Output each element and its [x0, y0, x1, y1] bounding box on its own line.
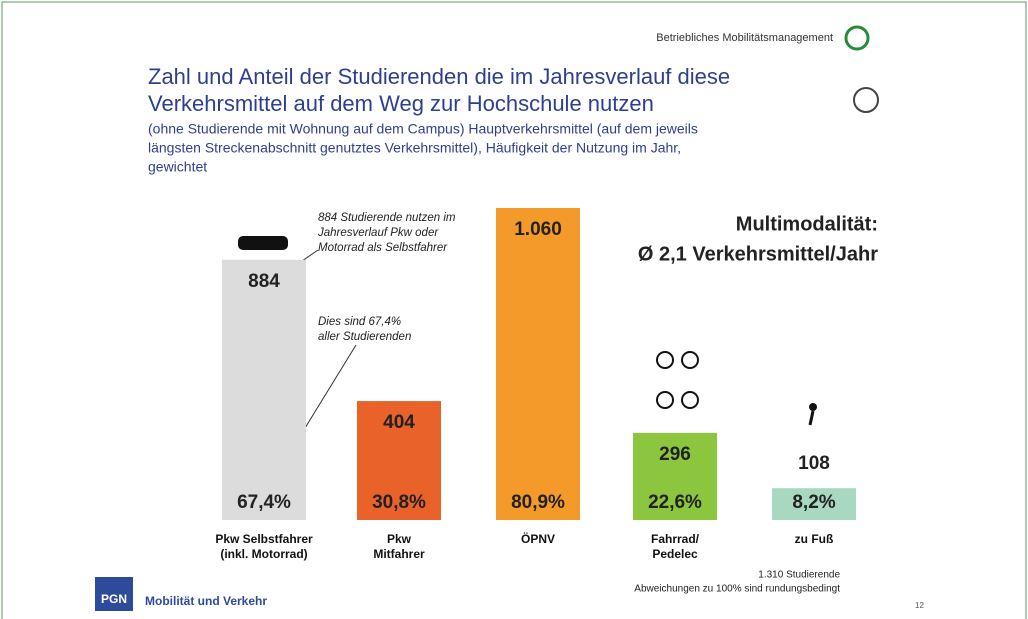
bar	[633, 432, 717, 520]
category-label: Pedelec	[652, 547, 698, 561]
bar	[222, 259, 306, 520]
subtitle: (ohne Studierende mit Wohnung auf dem Ca…	[148, 121, 698, 137]
category-label: Fahrrad/	[651, 532, 700, 546]
bar	[496, 208, 580, 520]
share-label: 8,2%	[792, 492, 835, 513]
logo	[853, 87, 879, 113]
value-label: 404	[383, 412, 415, 433]
category-label: Pkw Selbstfahrer	[215, 532, 313, 546]
share-label: 67,4%	[237, 492, 291, 513]
subtitle: gewichtet	[148, 159, 207, 175]
share-label: 22,6%	[648, 492, 702, 513]
annotation: Motorrad als Selbstfahrer	[318, 242, 448, 254]
walk-icon	[808, 410, 815, 426]
share-label: 80,9%	[511, 492, 565, 513]
value-label: 884	[248, 271, 280, 292]
callout: Multimodalität:	[736, 213, 878, 235]
bike-icon	[681, 351, 699, 369]
footer-logo-box	[95, 577, 133, 611]
annotation: Dies sind 67,4%	[318, 316, 401, 328]
logo	[844, 25, 870, 51]
walk-icon	[809, 403, 817, 411]
bar	[772, 488, 856, 520]
title: Zahl und Anteil der Studierenden die im …	[148, 64, 730, 89]
subtitle: längsten Streckenabschnitt genutztes Ver…	[148, 140, 681, 156]
category-label: Mitfahrer	[373, 547, 425, 561]
annotation: aller Studierenden	[318, 331, 411, 343]
category-label: Pkw	[387, 532, 412, 546]
annotation: 884 Studierende nutzen im	[318, 212, 456, 224]
bike-icon	[681, 391, 699, 409]
bar	[357, 401, 441, 520]
header: Betriebliches Mobilitätsmanagement	[656, 32, 833, 44]
annotation: Jahresverlauf Pkw oder	[317, 227, 439, 239]
title: Verkehrsmittel auf dem Weg zur Hochschul…	[148, 91, 654, 116]
value-label: 108	[798, 453, 830, 474]
share-label: 30,8%	[372, 492, 426, 513]
callout: Ø 2,1 Verkehrsmittel/Jahr	[638, 243, 878, 265]
bike-icon	[656, 391, 674, 409]
footer-name: Mobilität und Verkehr	[145, 594, 267, 608]
car-icon	[238, 236, 288, 250]
category-label: (inkl. Motorrad)	[220, 547, 307, 561]
bike-icon	[656, 351, 674, 369]
value-label: 1.060	[514, 219, 562, 240]
note: Abweichungen zu 100% sind rundungsbeding…	[634, 584, 840, 595]
footer-logo: PGN	[101, 592, 127, 606]
category-label: zu Fuß	[795, 532, 834, 546]
page-number: 12	[915, 601, 924, 610]
category-label: ÖPNV	[521, 531, 555, 546]
value-label: 296	[659, 444, 691, 465]
note: 1.310 Studierende	[758, 570, 840, 581]
